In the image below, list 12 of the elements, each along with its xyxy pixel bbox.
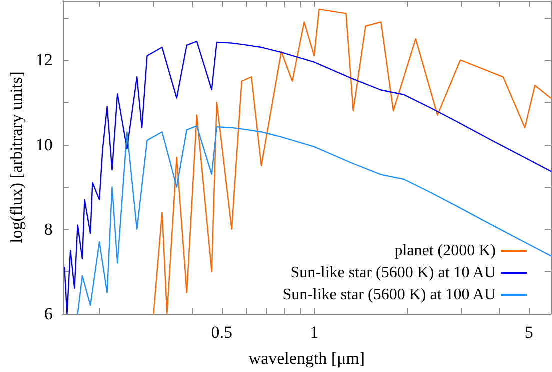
y-tick-label: 10 [36, 135, 53, 154]
legend-label: Sun-like star (5600 K) at 10 AU [290, 264, 496, 282]
legend-label: planet (2000 K) [394, 242, 496, 260]
y-tick-label: 6 [44, 304, 53, 324]
x-tick-label: 0.5 [211, 323, 232, 342]
x-tick-label: 1 [310, 323, 319, 342]
x-axis-title: wavelength [μm] [248, 349, 366, 368]
y-tick-label: 8 [44, 220, 53, 239]
y-tick-label: 12 [36, 50, 53, 70]
legend-label: Sun-like star (5600 K) at 100 AU [282, 286, 496, 304]
y-axis-title: log(flux) [arbitrary units] [7, 72, 26, 244]
x-tick-label: 5 [524, 323, 534, 342]
